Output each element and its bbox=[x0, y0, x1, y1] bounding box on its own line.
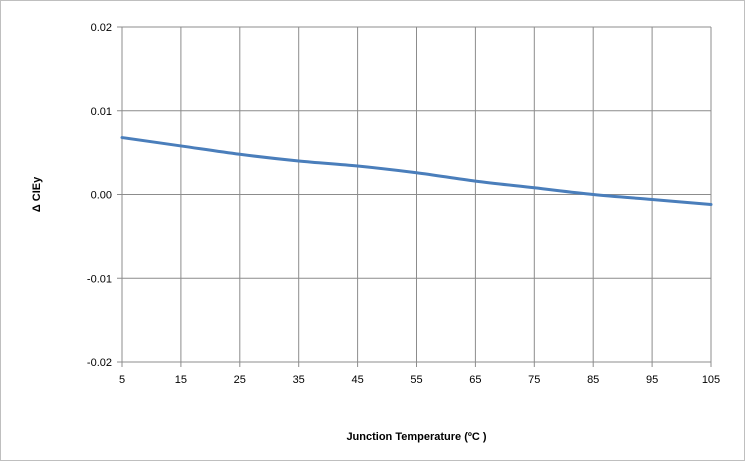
y-tick-labels: 0.02 0.01 0.00 -0.01 -0.02 bbox=[87, 22, 112, 369]
x-tick-label: 25 bbox=[234, 374, 246, 386]
x-axis-title: Junction Temperature (ºC ) bbox=[346, 431, 486, 443]
x-tick-label: 35 bbox=[293, 374, 305, 386]
y-tick-label: 0.02 bbox=[91, 22, 112, 34]
x-tick-label: 65 bbox=[469, 374, 481, 386]
y-tick-label: 0.01 bbox=[91, 106, 112, 118]
x-tick-label: 45 bbox=[351, 374, 363, 386]
x-tick-label: 5 bbox=[119, 374, 125, 386]
x-tick-label: 85 bbox=[587, 374, 599, 386]
y-tick-label: 0.00 bbox=[91, 190, 112, 202]
y-tick-label: -0.01 bbox=[87, 273, 112, 285]
data-series bbox=[120, 136, 713, 207]
y-axis-title: Δ CIEy bbox=[31, 176, 43, 212]
x-tick-label: 75 bbox=[528, 374, 540, 386]
x-tick-label: 55 bbox=[410, 374, 422, 386]
x-tick-labels: 5 15 25 35 45 55 65 75 85 95 105 bbox=[119, 374, 720, 386]
y-tick-label: -0.02 bbox=[87, 357, 112, 369]
x-tick-label: 105 bbox=[702, 374, 720, 386]
x-tick-label: 95 bbox=[646, 374, 658, 386]
gridlines bbox=[121, 26, 712, 363]
axes bbox=[117, 26, 712, 367]
x-tick-label: 15 bbox=[175, 374, 187, 386]
